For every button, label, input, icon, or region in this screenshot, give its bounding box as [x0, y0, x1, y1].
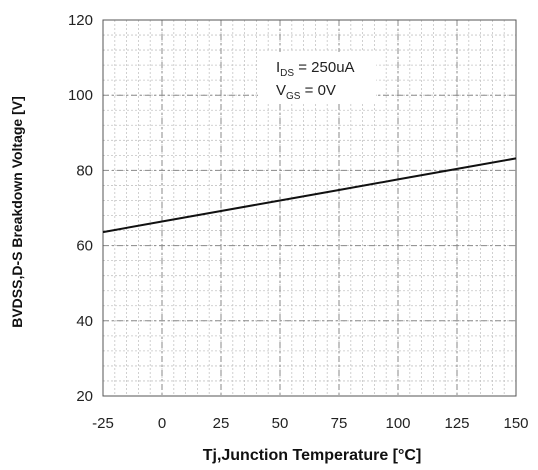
x-tick-labels: -25 0 25 50 75 100 125 150 — [92, 415, 528, 432]
x-tick-label: 50 — [272, 415, 289, 432]
y-tick-label: 20 — [76, 388, 93, 405]
annotation-vgs: VGS = 0V — [276, 82, 336, 102]
x-tick-label: 150 — [503, 415, 528, 432]
x-tick-label: 25 — [213, 415, 230, 432]
x-tick-label: -25 — [92, 415, 114, 432]
ids-symbol: I — [276, 59, 280, 76]
vgs-subscript: GS — [286, 91, 301, 102]
y-tick-labels: 20 40 60 80 100 120 — [68, 12, 93, 405]
annotation-ids: IDS = 250uA — [276, 59, 355, 79]
y-axis-label: BVDSS,D-S Breakdown Voltage [V] — [9, 96, 25, 328]
ids-value: = 250uA — [294, 59, 354, 76]
x-axis-label: Tj,Junction Temperature [°C] — [203, 447, 422, 464]
y-tick-label: 80 — [76, 162, 93, 179]
y-tick-label: 40 — [76, 313, 93, 330]
vgs-symbol: V — [276, 82, 286, 99]
y-tick-label: 120 — [68, 12, 93, 29]
annotation-box — [258, 52, 376, 104]
y-tick-label: 100 — [68, 87, 93, 104]
y-tick-label: 60 — [76, 238, 93, 255]
plot-frame — [102, 19, 517, 397]
series-line — [102, 157, 517, 234]
x-tick-label: 100 — [385, 415, 410, 432]
vgs-value: = 0V — [300, 82, 335, 99]
x-tick-label: 75 — [331, 415, 348, 432]
x-tick-label: 0 — [158, 415, 166, 432]
data-series — [102, 157, 517, 234]
x-tick-label: 125 — [444, 415, 469, 432]
ids-subscript: DS — [280, 68, 294, 79]
